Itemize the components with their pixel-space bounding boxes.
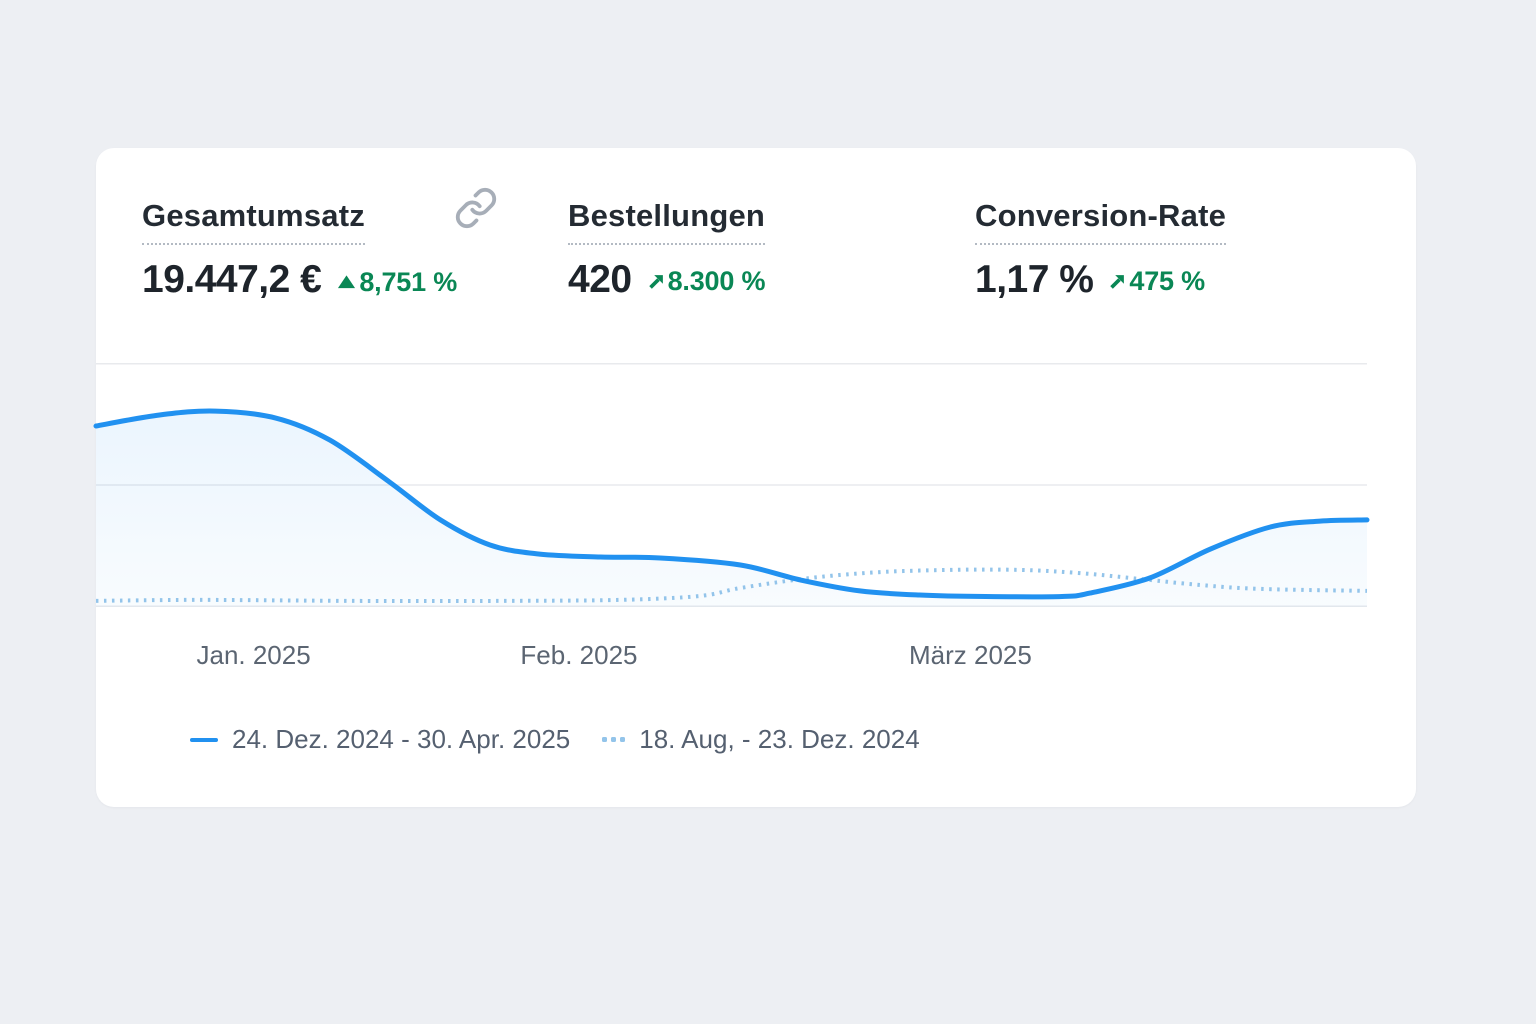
arrow-up-right-icon — [648, 275, 663, 289]
series-area-fill — [96, 411, 1367, 607]
metric-bestellungen-value: 420 — [568, 258, 632, 301]
metric-gesamtumsatz-change: 8,751 % — [337, 267, 457, 298]
metric-gesamtumsatz: Gesamtumsatz 19.447,2 € 8,751 % — [142, 198, 457, 302]
chart-legend: 24. Dez. 2024 - 30. Apr. 2025 18. Aug, -… — [190, 724, 920, 755]
link-icon[interactable] — [454, 186, 498, 230]
metric-gesamtumsatz-value: 19.447,2 € — [142, 258, 322, 301]
metric-bestellungen-change: 8.300 % — [648, 266, 765, 297]
x-tick-label: Jan. 2025 — [196, 640, 311, 670]
chart-canvas[interactable] — [93, 363, 1370, 607]
triangle-up-icon — [338, 275, 356, 289]
metric-gesamtumsatz-label[interactable]: Gesamtumsatz — [142, 198, 365, 245]
metric-conversion-rate: Conversion-Rate 1,17 % 475 % — [975, 198, 1227, 302]
series-solid-line — [93, 408, 1370, 600]
x-tick-label: Feb. 2025 — [520, 640, 638, 670]
metric-bestellungen: Bestellungen 420 8.300 % — [568, 198, 765, 302]
solid-line-legend-icon — [190, 737, 218, 742]
metric-conversion-rate-change: 475 % — [1109, 266, 1205, 297]
metric-bestellungen-label[interactable]: Bestellungen — [568, 198, 766, 245]
dotted-line-legend-icon — [602, 737, 626, 742]
x-axis: Jan. 2025 Feb. 2025 März 2025 — [96, 640, 1367, 680]
legend-item-current-period: 24. Dez. 2024 - 30. Apr. 2025 — [190, 724, 570, 755]
legend-label-current-period: 24. Dez. 2024 - 30. Apr. 2025 — [232, 724, 571, 754]
metric-conversion-rate-label[interactable]: Conversion-Rate — [975, 198, 1227, 245]
analytics-card: Gesamtumsatz 19.447,2 € 8,751 % Bestellu… — [93, 148, 1416, 807]
arrow-up-right-icon — [1110, 275, 1125, 289]
legend-label-previous-period: 18. Aug, - 23. Dez. 2024 — [639, 724, 920, 754]
line-chart — [93, 363, 1370, 607]
x-tick-label: März 2025 — [909, 640, 1032, 670]
legend-item-previous-period: 18. Aug, - 23. Dez. 2024 — [602, 724, 920, 755]
metric-conversion-rate-value: 1,17 % — [975, 258, 1094, 301]
